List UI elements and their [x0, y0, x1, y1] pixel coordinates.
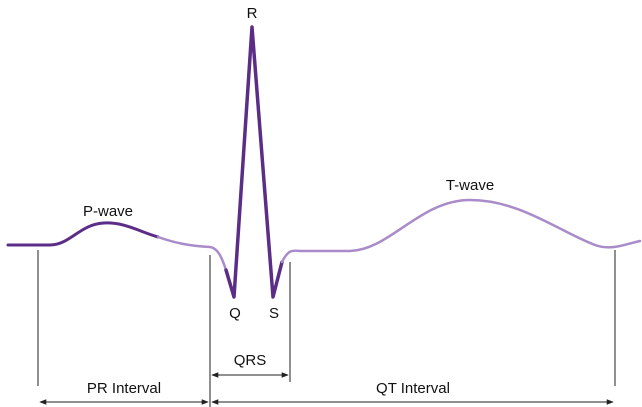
- baseline-trace: [156, 235, 228, 272]
- s-label: S: [269, 305, 279, 322]
- q-label: Q: [229, 305, 241, 322]
- p-wave-label: P-wave: [83, 203, 133, 220]
- t-wave-trace: [280, 198, 642, 264]
- qrs-trace: [224, 25, 284, 299]
- qt-interval-label: QT Interval: [376, 380, 450, 397]
- pr-interval-label: PR Interval: [87, 380, 161, 397]
- t-wave-label: T-wave: [446, 177, 494, 194]
- ecg-trace: [6, 25, 642, 299]
- p-wave-trace: [6, 221, 160, 247]
- r-label: R: [247, 5, 258, 22]
- qrs-label: QRS: [234, 352, 267, 369]
